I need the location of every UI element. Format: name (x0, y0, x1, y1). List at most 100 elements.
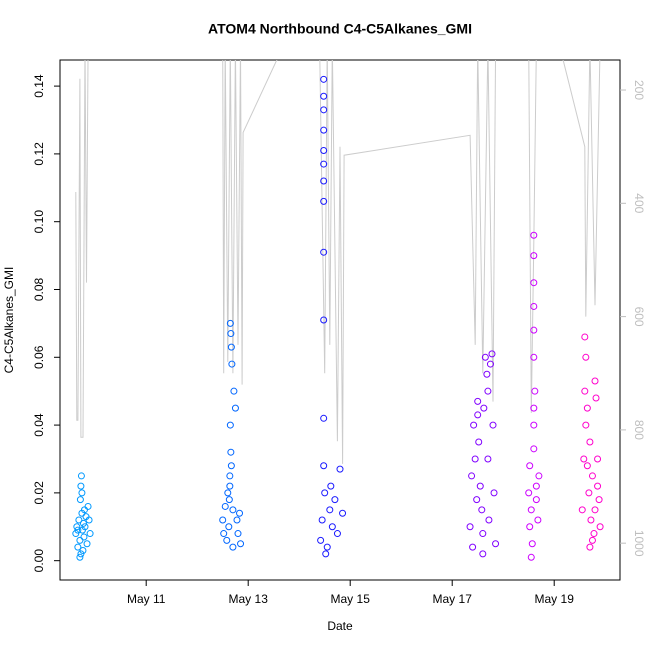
data-point (339, 509, 347, 517)
y-tick-label: 0.10 (32, 210, 46, 234)
data-point (580, 455, 588, 463)
y2-tick-label: 400 (632, 193, 646, 213)
data-point (72, 530, 80, 538)
data-point (583, 404, 591, 412)
x-tick-label: May 19 (535, 592, 575, 606)
data-point (530, 326, 538, 334)
data-point (226, 482, 234, 490)
data-point (530, 404, 538, 412)
y2-tick-label: 200 (632, 80, 646, 100)
data-point (588, 472, 596, 480)
data-point (81, 523, 89, 531)
data-point (236, 509, 244, 517)
data-point (320, 92, 328, 100)
data-point (492, 540, 500, 548)
data-point (586, 543, 594, 551)
data-point (591, 377, 599, 385)
data-point (320, 414, 328, 422)
x-tick-label: May 11 (127, 592, 166, 606)
data-point (479, 550, 487, 558)
data-point (470, 421, 478, 429)
data-point (79, 547, 87, 555)
y-tick-label: 0.12 (32, 142, 46, 166)
data-point (480, 404, 488, 412)
data-point (578, 506, 586, 514)
data-point (227, 343, 235, 351)
data-point (525, 489, 533, 497)
data-point (474, 411, 482, 419)
data-point (318, 516, 326, 524)
data-point (483, 370, 491, 378)
data-point (488, 350, 496, 358)
data-point (229, 543, 237, 551)
data-point (320, 248, 328, 256)
data-point (534, 516, 542, 524)
data-point (76, 536, 84, 544)
x-tick-label: May 15 (331, 592, 371, 606)
data-point (317, 536, 325, 544)
data-point (328, 523, 336, 531)
data-point (321, 489, 329, 497)
data-point (323, 543, 331, 551)
data-point (226, 421, 234, 429)
data-point (221, 502, 229, 510)
data-point (73, 523, 81, 531)
data-point (320, 147, 328, 155)
data-point (587, 516, 595, 524)
data-point (484, 455, 492, 463)
data-point (527, 506, 535, 514)
data-point (469, 543, 477, 551)
data-point (227, 330, 235, 338)
data-point (475, 438, 483, 446)
data-point (582, 353, 590, 361)
data-point (80, 533, 88, 541)
data-point (586, 438, 594, 446)
data-point (530, 279, 538, 287)
x-tick-label: May 13 (229, 592, 269, 606)
data-point (532, 482, 540, 490)
data-point (320, 197, 328, 205)
y-tick-label: 0.04 (32, 413, 46, 437)
y-tick-label: 0.08 (32, 277, 46, 301)
data-point (86, 530, 94, 538)
data-point (531, 387, 539, 395)
data-point (535, 472, 543, 480)
data-point (594, 455, 602, 463)
data-point (591, 506, 599, 514)
data-point (320, 75, 328, 83)
data-point (585, 489, 593, 497)
data-point (320, 126, 328, 134)
data-point (223, 536, 231, 544)
data-point (219, 516, 227, 524)
data-point (473, 496, 481, 504)
data-point (528, 540, 536, 548)
data-point (327, 482, 335, 490)
data-point (592, 394, 600, 402)
data-point (75, 516, 83, 524)
data-point (526, 523, 534, 531)
data-point (234, 530, 242, 538)
data-point (227, 462, 235, 470)
data-point (595, 496, 603, 504)
data-point (530, 353, 538, 361)
pressure-line (75, 60, 601, 464)
data-point (581, 387, 589, 395)
y-tick-label: 0.06 (32, 345, 46, 369)
y2-tick-label: 1000 (632, 530, 646, 557)
data-point (226, 319, 234, 327)
data-point (478, 506, 486, 514)
data-point (476, 482, 484, 490)
data-point (83, 540, 91, 548)
data-point (485, 516, 493, 524)
data-point (596, 523, 604, 531)
data-point (320, 462, 328, 470)
data-point (85, 516, 93, 524)
y-tick-label: 0.00 (32, 549, 46, 573)
x-axis-label: Date (327, 619, 353, 633)
data-point (79, 519, 87, 527)
data-point (486, 360, 494, 368)
data-point (225, 523, 233, 531)
data-point (226, 472, 234, 480)
data-point (320, 177, 328, 185)
